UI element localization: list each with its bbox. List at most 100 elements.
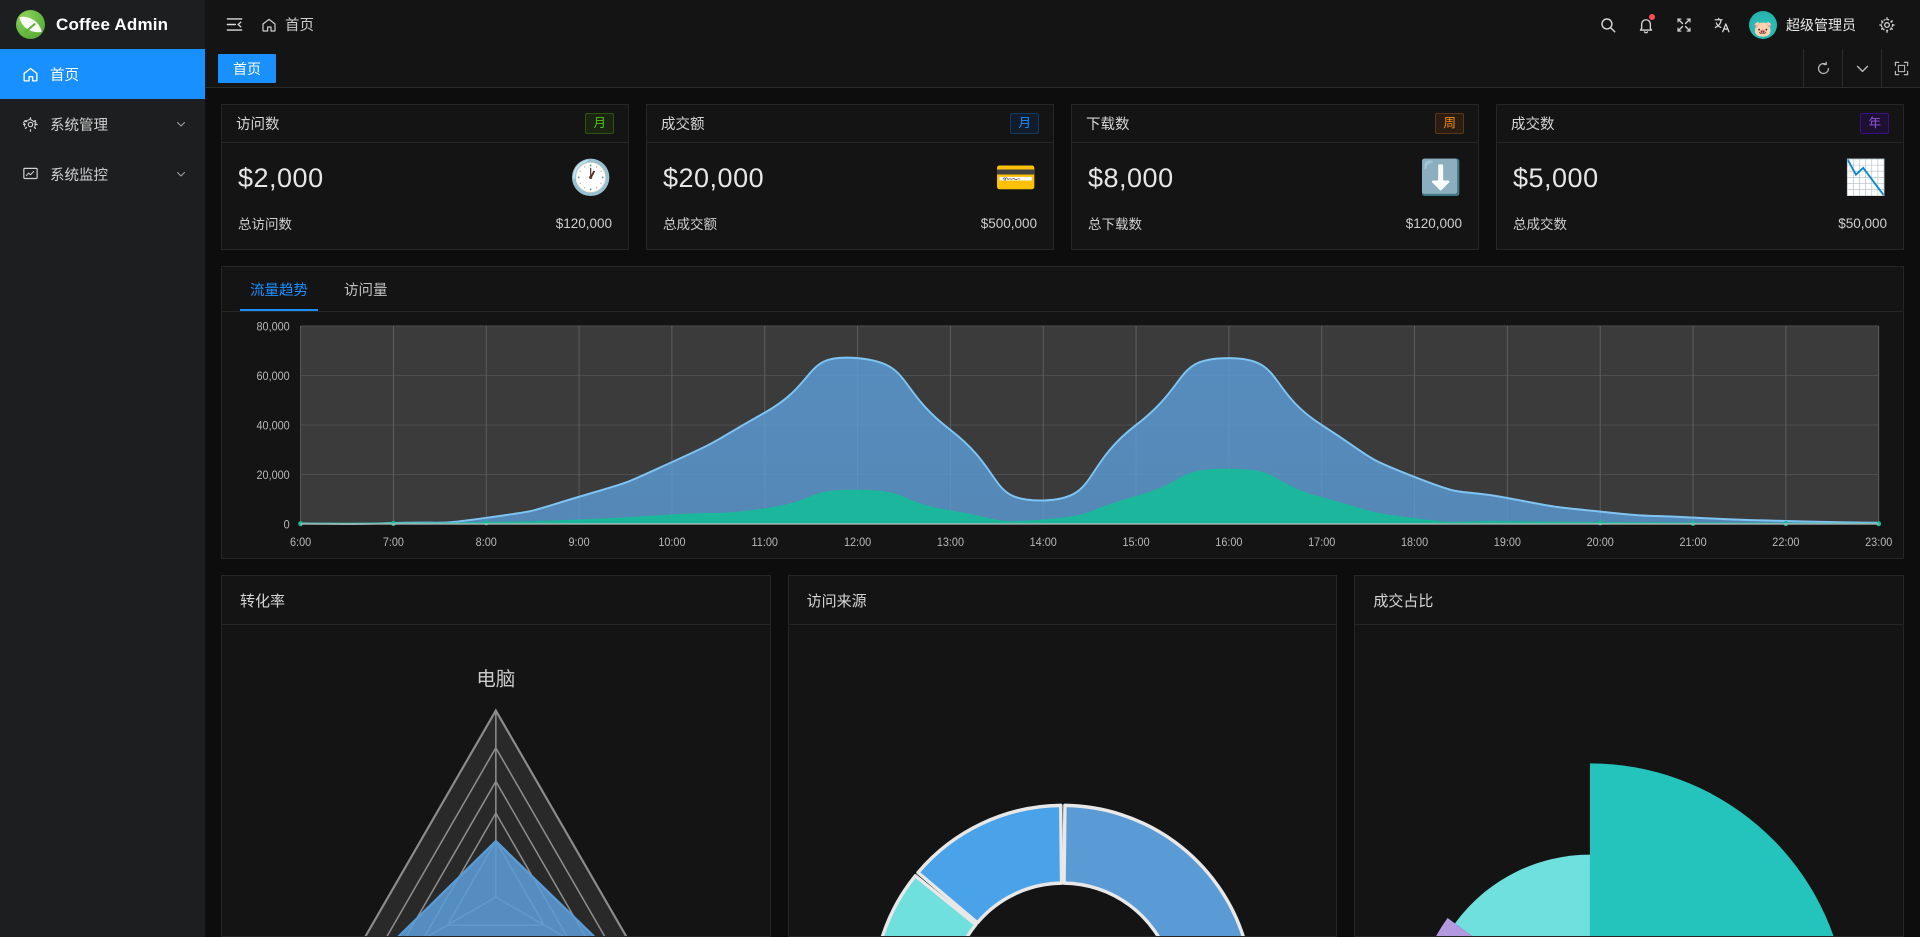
svg-text:8:00: 8:00	[476, 537, 497, 550]
page-tab-label: 首页	[233, 60, 261, 77]
content-fullscreen-button[interactable]	[1881, 49, 1920, 87]
svg-text:12:00: 12:00	[844, 537, 871, 550]
trend-chart[interactable]: 0 20,000 40,000 60,000 80,000 6:00 7:00 8:00 9:0…	[222, 312, 1903, 558]
stat-card-main: $8,000 ⬇️	[1088, 161, 1462, 195]
tab-label: 流量趋势	[250, 283, 308, 299]
search-button[interactable]	[1589, 5, 1627, 45]
page-tabbar: 首页	[205, 49, 1920, 88]
tab-visits[interactable]: 访问量	[334, 279, 398, 311]
notifications-button[interactable]	[1627, 5, 1665, 45]
sidebar-item-home[interactable]: 首页	[0, 49, 205, 99]
home-icon	[22, 66, 39, 83]
svg-text:7:00: 7:00	[383, 537, 404, 550]
radar-chart[interactable]: 电脑耳机充电器	[222, 625, 770, 936]
svg-text:11:00: 11:00	[752, 537, 778, 550]
dashboard-content: 访问数 月 $2,000 🕐 总访问数 $120,000	[205, 88, 1920, 937]
download-icon: ⬇️	[1419, 159, 1462, 197]
user-menu[interactable]: 🐷 超级管理员	[1741, 5, 1868, 45]
bottom-panels-row: 转化率 电脑耳机充电器 访问来源 成交占比 电子产品化妆品	[221, 575, 1905, 937]
search-icon	[1599, 16, 1617, 34]
stat-card-foot-label: 总成交额	[663, 217, 717, 232]
stat-card-body: $20,000 💳 总成交额 $500,000	[647, 143, 1053, 249]
stat-card-value: $2,000	[238, 162, 324, 193]
bell-icon	[1637, 16, 1655, 34]
stat-card-title: 下载数	[1086, 117, 1130, 133]
stat-card-foot-value: $50,000	[1838, 215, 1887, 231]
tab-menu-button[interactable]	[1842, 49, 1881, 87]
topbar-actions: 🐷 超级管理员	[1589, 5, 1906, 45]
stat-card-body: $2,000 🕐 总访问数 $120,000	[222, 143, 628, 249]
sidebar-item-system-management[interactable]: 系统管理	[0, 99, 205, 149]
svg-text:14:00: 14:00	[1030, 537, 1057, 550]
fullscreen-button[interactable]	[1665, 5, 1703, 45]
trend-panel: 流量趋势 访问量 0 20,000 40,000 60,000 80,000 6:00 7:…	[221, 266, 1904, 559]
svg-text:80,000: 80,000	[257, 321, 290, 334]
menu-fold-icon[interactable]	[221, 12, 247, 38]
stat-card-title: 成交额	[661, 117, 705, 133]
brand-logo[interactable]: Coffee Admin	[0, 0, 205, 49]
svg-text:22:00: 22:00	[1772, 537, 1799, 550]
settings-button[interactable]	[1868, 5, 1906, 45]
sidebar-item-label: 系统管理	[50, 117, 108, 134]
translate-icon	[1713, 16, 1731, 34]
stat-card-turnover: 成交额 月 $20,000 💳 总成交额 $500,000	[646, 104, 1054, 250]
maximize-icon	[1893, 60, 1910, 77]
credit-card-icon: 💳	[994, 159, 1037, 197]
breadcrumb: 首页	[261, 14, 314, 35]
stat-card-foot-label: 总访问数	[238, 217, 292, 232]
stat-card-foot-label: 总成交数	[1513, 217, 1567, 232]
stat-card-foot-value: $120,000	[1405, 215, 1462, 231]
avatar: 🐷	[1749, 10, 1777, 39]
stat-card-footer: 总下载数 $120,000	[1088, 195, 1462, 249]
deal-share-panel: 成交占比 电子产品化妆品	[1354, 575, 1905, 937]
panel-title: 成交占比	[1355, 576, 1904, 625]
stat-cards-row: 访问数 月 $2,000 🕐 总访问数 $120,000	[221, 104, 1904, 250]
svg-text:40,000: 40,000	[257, 420, 290, 433]
stat-card-footer: 总访问数 $120,000	[238, 195, 612, 249]
stat-card-main: $20,000 💳	[663, 161, 1037, 195]
trend-tabs: 流量趋势 访问量	[222, 267, 1903, 312]
svg-text:60,000: 60,000	[257, 371, 290, 384]
user-name: 超级管理员	[1786, 16, 1856, 33]
language-button[interactable]	[1703, 5, 1741, 45]
svg-text:16:00: 16:00	[1215, 537, 1242, 550]
stat-card-header: 成交额 月	[647, 105, 1053, 143]
stat-card-header: 访问数 月	[222, 105, 628, 143]
svg-text:23:00: 23:00	[1865, 537, 1892, 550]
refresh-button[interactable]	[1803, 49, 1842, 87]
gear-icon	[22, 116, 39, 133]
stat-card-deals: 成交数 年 $5,000 📉 总成交数 $50,000	[1496, 104, 1904, 250]
tab-traffic-trend[interactable]: 流量趋势	[240, 279, 318, 311]
leaf-logo-icon	[16, 10, 45, 39]
rose-chart[interactable]: 电子产品化妆品	[1355, 625, 1903, 936]
stat-card-footer: 总成交数 $50,000	[1513, 195, 1887, 249]
svg-text:电脑: 电脑	[476, 669, 515, 691]
chevron-down-icon	[1854, 60, 1871, 77]
stat-card-footer: 总成交额 $500,000	[663, 195, 1037, 249]
donut-chart[interactable]	[789, 625, 1337, 936]
svg-text:19:00: 19:00	[1494, 537, 1521, 550]
stat-card-body: $8,000 ⬇️ 总下载数 $120,000	[1072, 143, 1478, 249]
status-badge: 月	[1010, 113, 1039, 134]
clock-icon: 🕐	[569, 159, 612, 197]
sidebar-item-system-monitor[interactable]: 系统监控	[0, 149, 205, 199]
svg-text:9:00: 9:00	[569, 537, 590, 550]
svg-text:17:00: 17:00	[1308, 537, 1335, 550]
stat-card-title: 访问数	[236, 117, 280, 133]
pie-chart-icon: 📉	[1844, 159, 1887, 197]
stat-card-main: $5,000 📉	[1513, 161, 1887, 195]
stat-card-foot-value: $120,000	[555, 215, 612, 231]
svg-text:18:00: 18:00	[1401, 537, 1428, 550]
stat-card-title: 成交数	[1511, 117, 1555, 133]
page-tab-home[interactable]: 首页	[218, 54, 276, 83]
tabbar-spacer	[276, 49, 1803, 87]
stat-card-header: 下载数 周	[1072, 105, 1478, 143]
sidebar-item-label: 首页	[50, 67, 79, 84]
traffic-source-panel: 访问来源	[787, 575, 1338, 937]
stat-card-downloads: 下载数 周 $8,000 ⬇️ 总下载数 $120,000	[1071, 104, 1479, 250]
fullscreen-icon	[1675, 16, 1693, 34]
stat-card-foot-value: $500,000	[980, 215, 1037, 231]
svg-text:0: 0	[284, 519, 290, 532]
stat-card-main: $2,000 🕐	[238, 161, 612, 195]
